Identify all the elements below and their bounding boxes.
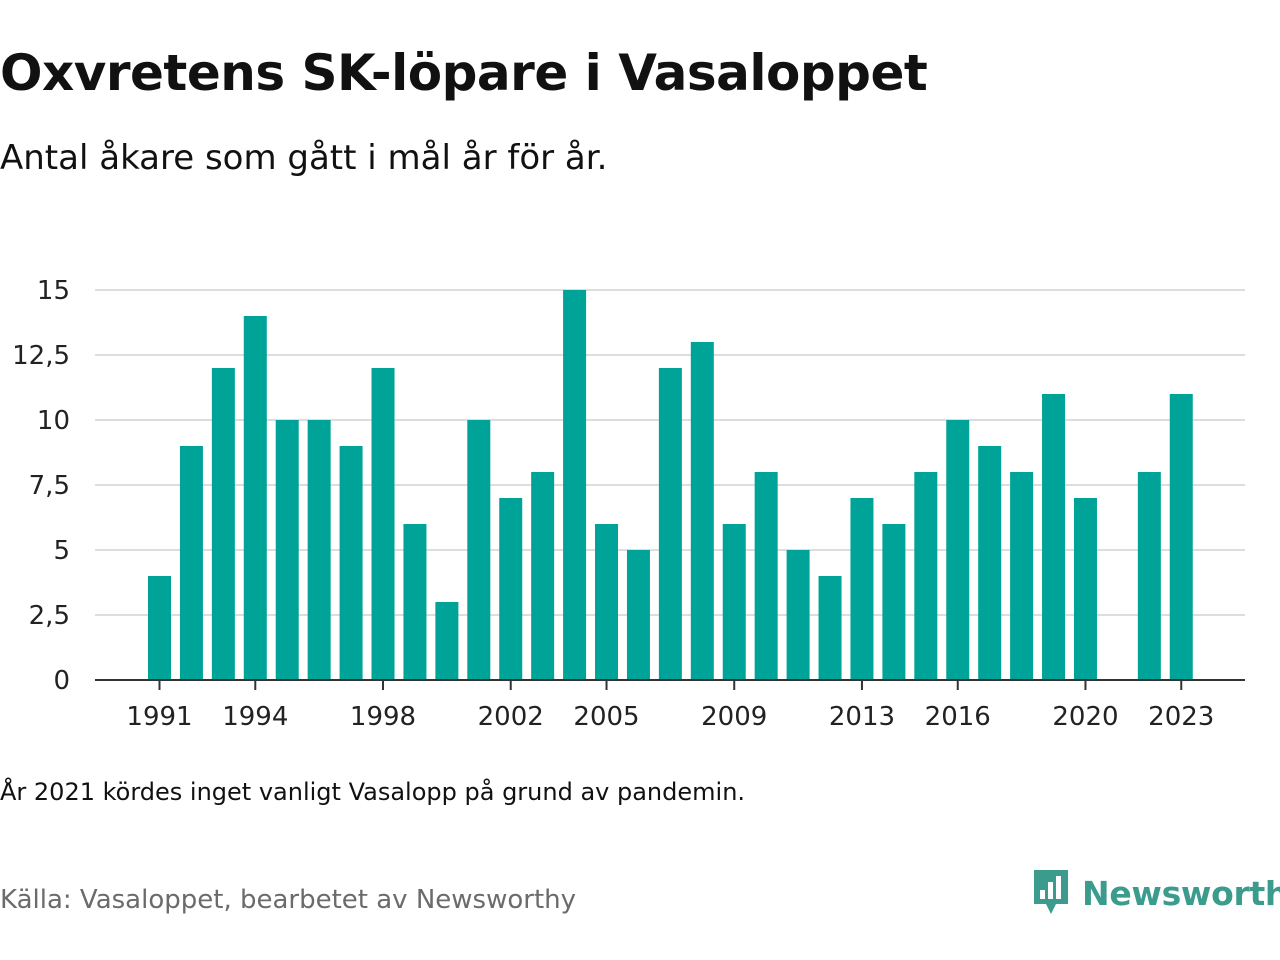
bar — [371, 368, 395, 680]
bar — [818, 576, 842, 680]
bar — [850, 498, 874, 680]
x-tick-label: 2002 — [478, 702, 544, 732]
chart-title: Oxvretens SK-löpare i Vasaloppet — [0, 44, 928, 102]
bar — [467, 420, 491, 680]
bar — [690, 342, 714, 680]
bar-chart: 0 2,5 5 7,5 10 12,5 15 1991 1994 1998 2002 2005 200… — [12, 276, 1245, 732]
bars — [148, 290, 1193, 680]
bar — [339, 446, 363, 680]
bar — [179, 446, 203, 680]
x-tick-label: 2005 — [573, 702, 639, 732]
footnote: År 2021 kördes inget vanligt Vasalopp på… — [0, 778, 746, 806]
bar — [1137, 472, 1161, 680]
x-tick-label: 2009 — [701, 702, 767, 732]
x-tick-label: 2020 — [1052, 702, 1118, 732]
bar — [1073, 498, 1097, 680]
bar — [786, 550, 810, 680]
x-tick-label: 1991 — [126, 702, 192, 732]
bar — [275, 420, 299, 680]
x-tick-label: 2023 — [1148, 702, 1214, 732]
bar — [658, 368, 682, 680]
bar — [307, 420, 331, 680]
y-tick-label: 5 — [53, 536, 70, 566]
newsworthy-logo: Newsworthy — [1032, 868, 1280, 918]
bar — [626, 550, 650, 680]
bar — [595, 524, 619, 680]
bar — [882, 524, 906, 680]
source-credit: Källa: Vasaloppet, bearbetet av Newswort… — [0, 885, 576, 915]
x-tick-label: 1998 — [350, 702, 416, 732]
y-axis: 0 2,5 5 7,5 10 12,5 15 — [12, 276, 70, 696]
bar — [1010, 472, 1034, 680]
bar — [978, 446, 1002, 680]
bar — [914, 472, 938, 680]
y-tick-label: 15 — [37, 276, 70, 306]
bar — [243, 316, 267, 680]
chart-subtitle: Antal åkare som gått i mål år för år. — [0, 138, 608, 178]
y-tick-label: 7,5 — [29, 471, 70, 501]
y-tick-label: 0 — [53, 666, 70, 696]
bar — [403, 524, 427, 680]
bar — [1169, 394, 1193, 680]
y-tick-label: 10 — [37, 406, 70, 436]
newsworthy-logo-icon — [1034, 870, 1068, 914]
bar — [499, 498, 523, 680]
logo-text: Newsworthy — [1082, 873, 1280, 913]
bar — [435, 602, 459, 680]
bar — [148, 576, 171, 680]
x-tick-label: 1994 — [222, 702, 288, 732]
y-tick-label: 12,5 — [12, 341, 70, 371]
bar — [946, 420, 970, 680]
bar — [722, 524, 746, 680]
x-tick-label: 2016 — [925, 702, 991, 732]
bar — [563, 290, 587, 680]
bar — [1042, 394, 1066, 680]
y-tick-label: 2,5 — [29, 601, 70, 631]
bar — [754, 472, 778, 680]
bar — [211, 368, 235, 680]
x-tick-label: 2013 — [829, 702, 895, 732]
bar — [531, 472, 555, 680]
x-axis: 1991 1994 1998 2002 2005 2009 2013 2016 2020 2023 — [95, 679, 1245, 732]
